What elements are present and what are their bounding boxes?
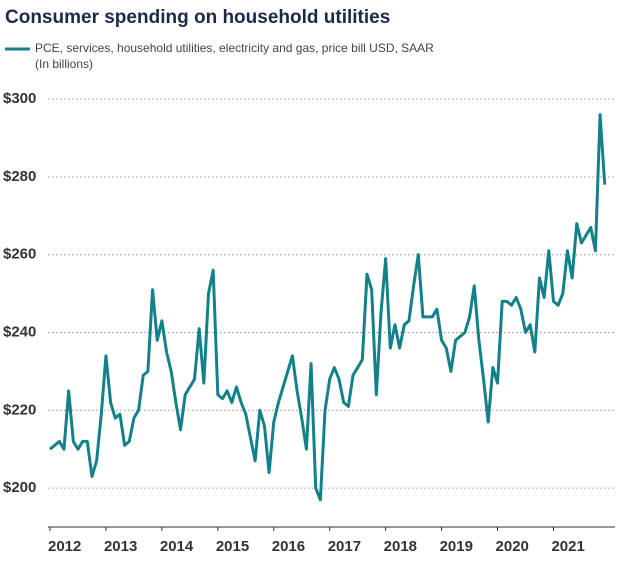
y-tick-label: $280	[3, 168, 36, 185]
y-tick-label: $200	[3, 479, 36, 496]
x-tick-label: 2018	[384, 538, 417, 555]
x-tick-label: 2021	[551, 538, 584, 555]
data-line	[49, 113, 607, 502]
x-tick-label: 2019	[440, 538, 473, 555]
chart-title: Consumer spending on household utilities	[5, 7, 390, 28]
y-axis-label: (In billions)	[35, 57, 93, 71]
y-tick-label: $240	[3, 323, 36, 340]
legend-label: PCE, services, household utilities, elec…	[35, 41, 434, 55]
y-tick-label: $260	[3, 246, 36, 263]
x-tick-label: 2020	[496, 538, 529, 555]
x-tick-label: 2012	[48, 538, 81, 555]
x-tick-label: 2015	[216, 538, 249, 555]
x-tick-label: 2016	[272, 538, 305, 555]
x-tick-label: 2013	[104, 538, 137, 555]
x-tick-label: 2014	[160, 538, 194, 555]
x-tick-label: 2017	[328, 538, 361, 555]
y-tick-label: $300	[3, 90, 36, 107]
y-tick-label: $220	[3, 401, 36, 418]
